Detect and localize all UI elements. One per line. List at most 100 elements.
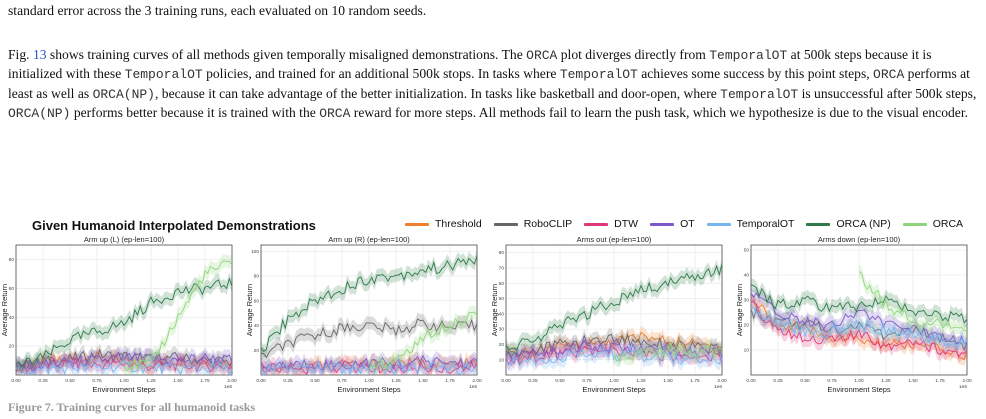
y-tick-label: 80: [254, 274, 260, 280]
y-tick-label: 50: [744, 248, 750, 254]
chart-title: Arms down (ep-len=100): [818, 235, 901, 244]
legend-item: TemporalOT: [706, 218, 795, 230]
figure-title: Given Humanoid Interpolated Demonstratio…: [32, 218, 316, 233]
x-tick-label: 0.75: [582, 378, 592, 384]
legend-label: ORCA (NP): [836, 218, 891, 230]
x-axis-label: Environment Steps: [582, 385, 646, 394]
series-error-band: [16, 351, 232, 375]
y-tick-label: 50: [499, 296, 505, 302]
x-tick-label: 1.75: [200, 378, 210, 384]
x-tick-label: 1.00: [119, 378, 129, 384]
inline-code: TemporalOT: [720, 86, 799, 102]
inline-code: ORCA(NP): [92, 86, 155, 102]
legend-label: Threshold: [435, 218, 482, 230]
legend-label: OT: [680, 218, 695, 230]
series-error-band: [16, 272, 232, 374]
x-tick-label: 2.00: [472, 378, 482, 384]
paragraph-text: achieves some success by this point step…: [637, 66, 874, 82]
legend-swatch: [806, 222, 831, 226]
panel-arms-down: Arms down (ep-len=100) 10 20 30 40 50 0.00 0.25…: [735, 234, 973, 394]
series-error-band: [859, 265, 967, 338]
x-tick-label: 1.00: [364, 378, 374, 384]
series-line: [750, 298, 968, 361]
y-tick-label: 60: [499, 281, 505, 287]
y-tick-label: 30: [744, 298, 750, 304]
x-axis-label: Environment Steps: [827, 385, 891, 394]
series-error-band: [506, 327, 722, 364]
series-line: [15, 360, 233, 376]
x-scale-label: 1e6: [714, 384, 722, 390]
series-line: [613, 343, 723, 362]
series-line: [505, 347, 723, 367]
x-tick-label: 0.25: [283, 378, 293, 384]
figure-ref-link[interactable]: 13: [32, 47, 47, 62]
inline-code: ORCA: [319, 106, 351, 122]
series-line: [858, 271, 968, 332]
y-axis-label: Average Return: [490, 284, 499, 336]
legend-swatch: [650, 222, 675, 226]
legend-label: TemporalOT: [736, 218, 795, 230]
series-line: [15, 351, 233, 373]
legend-item: Threshold: [405, 218, 482, 230]
legend-swatch: [493, 222, 518, 226]
legend-swatch: [405, 222, 429, 226]
series-error-band: [751, 301, 967, 354]
series-line: [15, 277, 233, 368]
x-tick-label: 2.00: [227, 378, 237, 384]
y-tick-label: 60: [254, 298, 260, 304]
plot-frame: [505, 244, 723, 376]
paragraph-text: reward for more steps. All methods fail …: [350, 105, 969, 121]
x-tick-label: 1.75: [445, 378, 455, 384]
figure-caption-fragment: standard error across the 3 training run…: [8, 3, 427, 18]
x-tick-label: 1.25: [391, 378, 401, 384]
series-error-band: [506, 257, 722, 357]
inline-code: TemporalOT: [124, 67, 203, 83]
x-tick-label: 1.00: [854, 378, 864, 384]
x-scale-label: 1e6: [959, 384, 967, 390]
panel-arm-up-r: Arm up (R) (ep-len=100) 20 40 60 80 100 0.00 0.…: [245, 234, 483, 394]
x-tick-label: 1.00: [609, 378, 619, 384]
x-tick-label: 1.50: [173, 378, 183, 384]
series-line: [260, 318, 478, 359]
inline-code: ORCA: [873, 67, 905, 83]
legend-item: OT: [650, 218, 695, 230]
x-tick-label: 2.00: [717, 378, 727, 384]
figure-legend: Threshold RoboCLIP DTW OT TemporalOT ORCA (NP…: [405, 214, 980, 234]
series-error-band: [751, 278, 967, 330]
series-error-band: [614, 338, 722, 368]
x-tick-label: 0.50: [800, 378, 810, 384]
y-tick-label: 30: [499, 327, 505, 333]
x-tick-label: 0.75: [337, 378, 347, 384]
x-tick-label: 0.75: [827, 378, 837, 384]
legend-item: ORCA (NP): [806, 218, 891, 230]
y-tick-label: 20: [9, 344, 15, 350]
inline-code: TemporalOT: [709, 48, 788, 63]
y-tick-label: 20: [744, 323, 750, 329]
figure-caption-bottom: Figure 7. Training curves for all humano…: [8, 400, 256, 414]
x-axis-label: Environment Steps: [92, 385, 156, 394]
legend-swatch: [902, 222, 927, 226]
paragraph-text: Fig.: [8, 47, 33, 62]
paragraph-text: performs better because it is trained wi…: [70, 105, 320, 121]
x-tick-label: 0.50: [65, 378, 75, 384]
paragraph-text: at 500k steps because it is initialized …: [8, 47, 932, 82]
y-tick-label: 40: [254, 323, 260, 329]
x-tick-label: 0.00: [501, 378, 511, 384]
series-line: [15, 356, 233, 374]
series-error-band: [506, 333, 722, 366]
legend-item: ORCA: [902, 218, 964, 230]
legend-item: DTW: [584, 218, 638, 230]
legend-label: ORCA: [932, 218, 964, 230]
plot-frame: [260, 244, 478, 376]
y-tick-label: 60: [9, 286, 15, 292]
legend-swatch: [584, 222, 609, 226]
x-tick-label: 1.25: [146, 378, 156, 384]
x-tick-label: 1.75: [935, 378, 945, 384]
y-tick-label: 10: [744, 348, 750, 354]
series-error-band: [506, 325, 722, 367]
x-tick-label: 0.00: [11, 378, 21, 384]
x-tick-label: 1.50: [663, 378, 673, 384]
y-axis-label: Average Return: [735, 284, 744, 336]
x-tick-label: 1.25: [881, 378, 891, 384]
x-tick-label: 0.50: [310, 378, 320, 384]
